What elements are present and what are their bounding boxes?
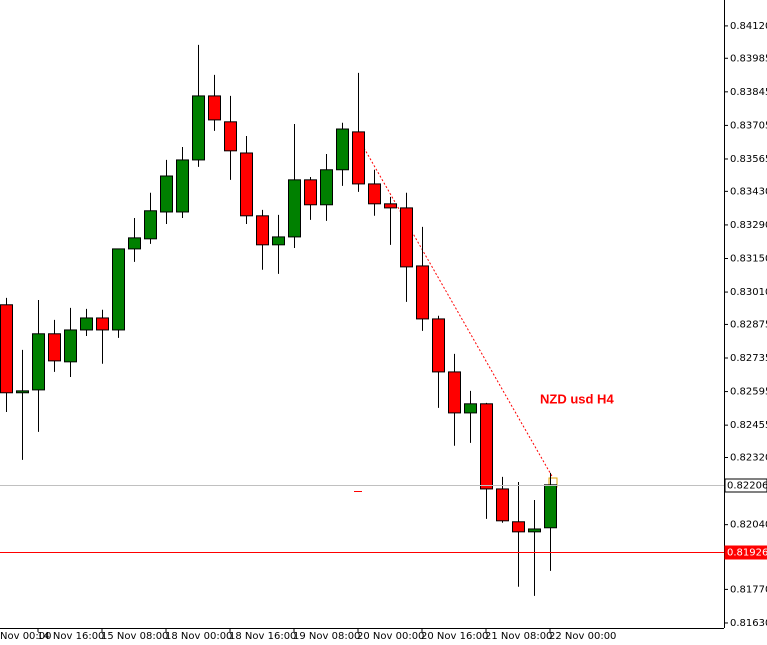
candle-body: [448, 371, 461, 414]
candle-body: [192, 95, 205, 161]
trend-line: [363, 147, 554, 479]
y-tick-label: 0.82735: [730, 353, 767, 364]
x-tick-label: 21 Nov 08:00: [485, 631, 552, 642]
candle-body: [432, 318, 445, 373]
candle-body: [288, 179, 301, 238]
x-tick-label: 22 Nov 00:00: [549, 631, 616, 642]
x-tick-label: 15 Nov 08:00: [101, 631, 168, 642]
y-tick-label: 0.82595: [730, 387, 767, 398]
price-label-box: [724, 545, 767, 560]
candle-body: [48, 333, 61, 362]
candle-body: [224, 121, 237, 152]
candle-body: [528, 528, 541, 533]
candle-body: [480, 403, 493, 490]
y-tick-label: 0.82875: [730, 319, 767, 330]
candle-body: [336, 128, 349, 171]
candle-body: [128, 237, 141, 250]
candle-body: [384, 203, 397, 209]
candle-body: [464, 403, 477, 414]
candle-body: [32, 333, 45, 391]
candle-body: [208, 95, 221, 121]
candle-body: [96, 317, 109, 331]
candle-body: [272, 236, 285, 246]
candle-body: [16, 390, 29, 394]
candle-body: [352, 131, 365, 185]
x-tick-label: Nov 00:00: [0, 631, 52, 642]
y-tick-label: 0.81630: [730, 618, 767, 629]
x-tick-label: 19 Nov 08:00: [293, 631, 360, 642]
candle-body: [176, 159, 189, 213]
x-tick-label: 18 Nov 16:00: [229, 631, 296, 642]
candle-body: [544, 484, 557, 529]
candle-body: [368, 183, 381, 205]
price-label: 0.82206: [727, 481, 767, 492]
price-label: 0.81926: [727, 548, 767, 559]
candle-body: [512, 521, 525, 533]
y-tick-label: 0.83845: [730, 87, 767, 98]
candle-body: [240, 152, 253, 217]
candle-body: [112, 248, 125, 331]
candle-body: [160, 175, 173, 213]
candle-body: [256, 215, 269, 246]
y-tick-label: 0.83565: [730, 154, 767, 165]
x-tick-label: 14 Nov 16:00: [37, 631, 104, 642]
candle-body: [144, 210, 157, 240]
candle-body: [416, 265, 429, 320]
annotation: NZD usd H4: [540, 391, 614, 406]
candle-body: [496, 488, 509, 522]
candle-body: [400, 207, 413, 268]
y-tick-label: 0.83705: [730, 120, 767, 131]
candle-body: [320, 169, 333, 206]
y-tick-label: 0.82455: [730, 420, 767, 431]
y-tick-label: 0.83985: [730, 53, 767, 64]
x-tick-label: 20 Nov 00:00: [357, 631, 424, 642]
candle-body: [0, 304, 13, 394]
candle-body: [304, 179, 317, 206]
candle-body: [64, 329, 77, 363]
candle-body: [80, 317, 93, 331]
price-label-box: [724, 478, 767, 493]
x-tick-label: 18 Nov 00:00: [165, 631, 232, 642]
x-tick-label: 20 Nov 16:00: [421, 631, 488, 642]
